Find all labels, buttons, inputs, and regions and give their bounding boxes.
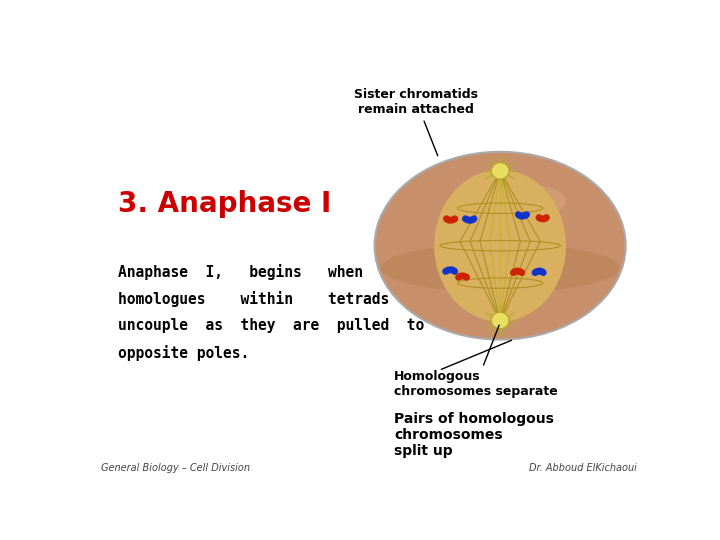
Text: Sister chromatids
remain attached: Sister chromatids remain attached (354, 87, 478, 156)
Text: Dr. Abboud ElKichaoui: Dr. Abboud ElKichaoui (529, 463, 637, 473)
Ellipse shape (381, 244, 619, 293)
Text: General Biology – Cell Division: General Biology – Cell Division (101, 463, 250, 473)
Text: Homologous
chromosomes separate: Homologous chromosomes separate (394, 325, 558, 399)
Ellipse shape (374, 152, 626, 340)
Text: homologues    within    tetrads: homologues within tetrads (118, 292, 389, 307)
Ellipse shape (491, 163, 509, 179)
Text: Anaphase  I,   begins   when: Anaphase I, begins when (118, 265, 363, 280)
Text: 3. Anaphase I: 3. Anaphase I (118, 190, 331, 218)
Text: uncouple  as  they  are  pulled  to: uncouple as they are pulled to (118, 319, 424, 333)
Ellipse shape (491, 312, 509, 329)
Text: opposite poles.: opposite poles. (118, 346, 249, 361)
Text: Pairs of homologous
chromosomes
split up: Pairs of homologous chromosomes split up (394, 412, 554, 458)
Ellipse shape (434, 170, 566, 322)
Ellipse shape (497, 185, 566, 217)
